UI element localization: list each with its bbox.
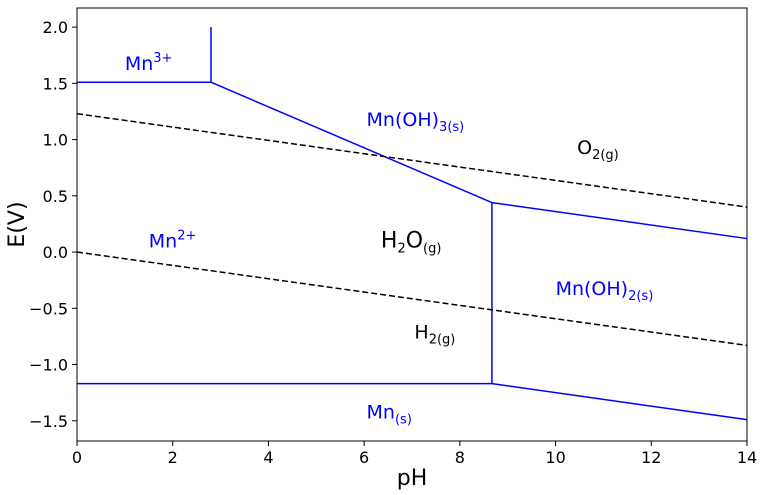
region-label-6: H2(g) <box>414 322 455 348</box>
x-tick-label-4: 8 <box>455 448 465 467</box>
plot-area <box>76 7 748 442</box>
plot-frame <box>76 7 748 442</box>
y-axis-label: E(V) <box>5 201 30 247</box>
axes-layer: 0 2 4 6 8 10 12 14 2.0 1.5 1.0 0.5 0.0 −0.5 −1.0 −1.5 <box>29 18 757 467</box>
region-label-3: Mn2+ <box>149 229 197 253</box>
region-label-0: Mn3+ <box>125 51 173 75</box>
x-tick-label-6: 12 <box>641 448 661 467</box>
x-tick-label-5: 10 <box>545 448 565 467</box>
region-label-5: Mn(OH)2(s) <box>556 278 654 304</box>
y-tick-label-7: −1.5 <box>29 412 68 431</box>
region-label-4: H2O(g) <box>381 229 442 257</box>
x-axis-label: pH <box>397 466 428 491</box>
annotation-layer: Mn3+ Mn(OH)3(s) O2(g) Mn2+ H2O(g) Mn(OH)2(s) H… <box>125 51 653 428</box>
phase-boundary-line-2 <box>210 81 493 204</box>
y-tick-label-2: 1.0 <box>43 131 68 150</box>
water-stability-line-7 <box>76 112 748 208</box>
x-tick-label-0: 0 <box>72 448 82 467</box>
x-tick-label-2: 4 <box>263 448 273 467</box>
region-label-2: O2(g) <box>577 137 619 163</box>
y-tick-label-6: −1.0 <box>29 356 68 375</box>
y-tick-label-4: 0.0 <box>43 243 68 262</box>
water-stability-line-8 <box>76 251 748 347</box>
y-tick-label-5: −0.5 <box>29 299 68 318</box>
region-label-7: Mn(s) <box>367 402 412 428</box>
y-tick-label-3: 0.5 <box>43 187 68 206</box>
y-tick-label-0: 2.0 <box>43 18 68 37</box>
phase-boundary-line-6 <box>491 382 748 421</box>
x-tick-label-7: 14 <box>737 448 757 467</box>
y-tick-label-1: 1.5 <box>43 74 68 93</box>
x-tick-label-1: 2 <box>168 448 178 467</box>
region-label-1: Mn(OH)3(s) <box>367 109 465 135</box>
x-tick-label-3: 6 <box>359 448 369 467</box>
series-layer <box>76 27 748 421</box>
phase-boundary-line-3 <box>491 201 748 240</box>
